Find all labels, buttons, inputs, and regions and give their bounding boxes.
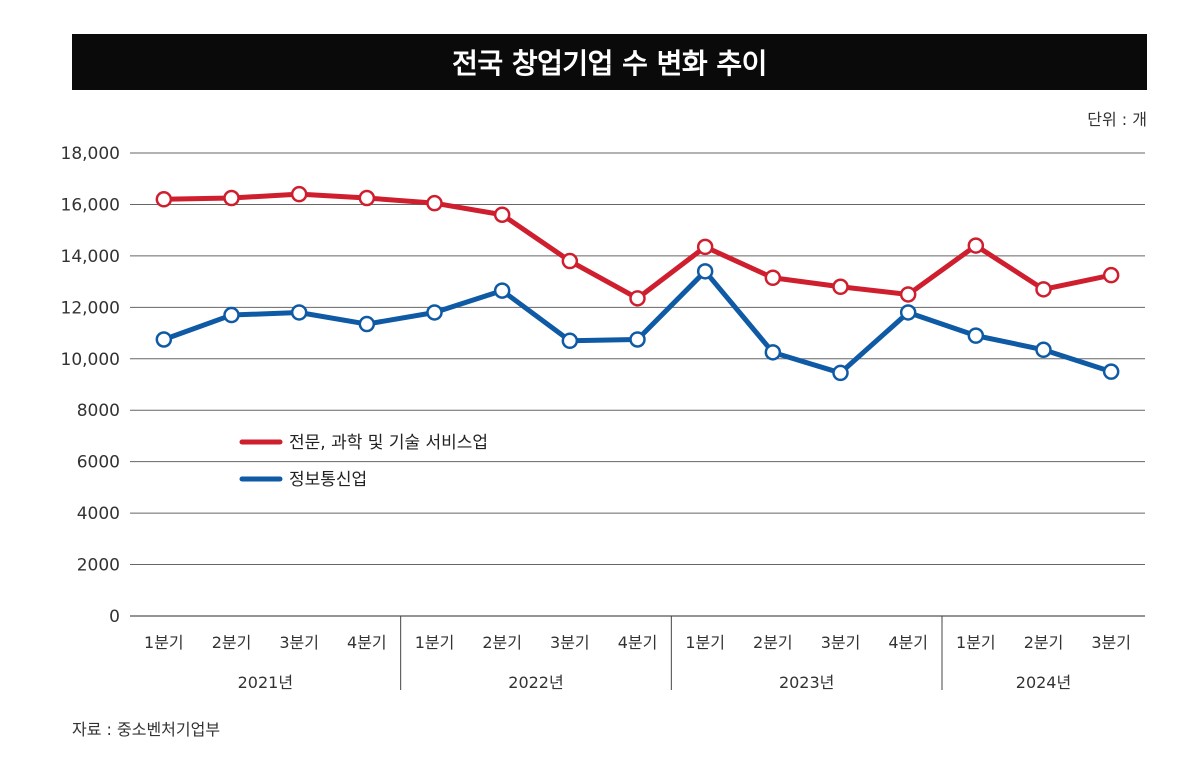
x-tick-label: 1분기 [956, 633, 996, 652]
gridlines [130, 152, 1145, 617]
data-point [832, 278, 849, 296]
data-point [832, 364, 849, 382]
data-point [155, 331, 173, 348]
x-tick-label: 4분기 [618, 633, 658, 652]
x-tick-label: 3분기 [550, 633, 590, 652]
x-axis: 1분기 2분기 3분기 4분기 1분기 2분기 3분기 4분기 1분기 2분기 3분기 4분기 1분기 2… [144, 616, 1131, 692]
x-tick-label: 4분기 [347, 633, 387, 652]
year-label: 2022년 [508, 673, 563, 692]
series-line [161, 268, 1114, 376]
data-point [290, 304, 308, 321]
year-label: 2024년 [1016, 673, 1071, 692]
data-point [290, 185, 308, 203]
y-tick-label: 12,000 [61, 298, 120, 318]
series-lines [155, 185, 1120, 382]
data-point [696, 238, 714, 256]
x-tick-label: 3분기 [821, 633, 861, 652]
series-1 [155, 185, 1120, 307]
x-tick-label: 1분기 [685, 633, 725, 652]
data-point [899, 304, 917, 321]
y-tick-label: 4000 [77, 504, 120, 524]
data-point [967, 237, 985, 254]
unit-label: 단위 : 개 [1087, 110, 1147, 129]
data-point [1102, 266, 1120, 284]
x-tick-label: 1분기 [144, 633, 184, 652]
x-tick-label: 3분기 [1091, 633, 1131, 652]
data-point [764, 269, 782, 287]
chart-title: 전국 창업기업 수 변화 추이 [452, 47, 767, 80]
data-point [1035, 281, 1052, 298]
data-point [899, 286, 917, 303]
data-point [493, 282, 511, 299]
x-tick-label: 1분기 [415, 633, 455, 652]
data-point [223, 189, 240, 207]
y-tick-label: 6000 [77, 453, 120, 473]
y-tick-label: 18,000 [61, 144, 120, 164]
data-point [764, 344, 782, 361]
y-tick-label: 10,000 [61, 350, 120, 370]
y-tick-label: 16,000 [61, 195, 120, 215]
data-point [629, 331, 646, 348]
data-point [696, 263, 714, 280]
y-tick-label: 2000 [77, 556, 120, 576]
x-tick-label: 4분기 [888, 633, 928, 652]
data-point [561, 332, 579, 350]
y-tick-label: 0 [109, 607, 120, 627]
data-point [358, 315, 376, 333]
y-axis-ticks: 0 2000 4000 6000 8000 10,000 12,000 14,000 16,00… [61, 144, 120, 627]
data-point [223, 306, 240, 324]
x-tick-label: 2분기 [212, 633, 252, 652]
data-point [426, 304, 443, 321]
x-tick-label: 2분기 [753, 633, 793, 652]
series-2 [155, 263, 1120, 382]
chart-title-bar: 전국 창업기업 수 변화 추이 [72, 34, 1147, 90]
data-point [1102, 363, 1120, 380]
x-tick-label: 3분기 [279, 633, 319, 652]
data-point [561, 252, 579, 270]
y-tick-label: 8000 [77, 401, 120, 421]
legend-label: 정보통신업 [289, 470, 367, 490]
data-point [629, 290, 646, 307]
year-label: 2021년 [238, 673, 293, 692]
legend-label: 전문, 과학 및 기술 서비스업 [289, 433, 488, 453]
data-point [426, 194, 443, 212]
x-tick-label: 2분기 [1024, 633, 1064, 652]
data-point [967, 327, 985, 344]
data-point [155, 191, 173, 208]
data-point [358, 189, 376, 207]
data-point [1035, 341, 1052, 359]
x-tick-label: 2분기 [482, 633, 522, 652]
year-label: 2023년 [779, 673, 834, 692]
y-tick-label: 14,000 [61, 247, 120, 267]
source-label: 자료 : 중소벤처기업부 [72, 720, 221, 739]
data-point [493, 206, 511, 223]
